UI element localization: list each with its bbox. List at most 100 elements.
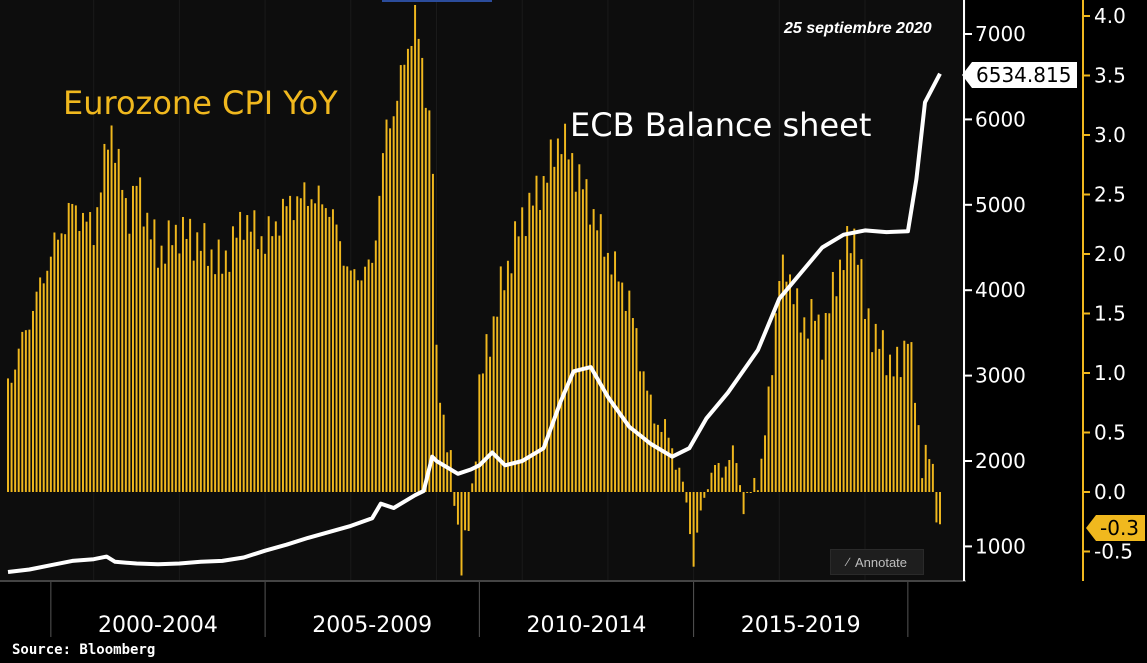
cpi-tick-label: 1.5 [1094, 302, 1126, 326]
cpi-bar [349, 270, 352, 492]
cpi-tick-label: -0.5 [1094, 540, 1133, 564]
cpi-bar [599, 214, 602, 493]
balance-tick-label: 2000 [975, 449, 1026, 473]
cpi-bar [249, 231, 252, 492]
cpi-bar [614, 251, 617, 492]
cpi-bar [239, 211, 242, 493]
cpi-bar [428, 110, 431, 492]
cpi-bar [389, 128, 392, 492]
cpi-bar [624, 310, 627, 492]
cpi-bar [739, 485, 742, 492]
cpi-bar [339, 241, 342, 492]
cpi-bar [735, 463, 738, 492]
cpi-bar [914, 402, 916, 492]
balance-line-group [7, 72, 942, 574]
cpi-bar [385, 119, 388, 492]
cpi-bar [485, 334, 488, 492]
cpi-bar [306, 205, 309, 492]
cpi-bar [289, 195, 292, 493]
cpi-tick-label: 2.0 [1094, 242, 1126, 266]
cpi-bar [814, 320, 817, 492]
cpi-bar [742, 492, 745, 515]
cpi-bar [17, 348, 20, 492]
cpi-bar [39, 277, 42, 492]
cpi-bar [335, 224, 338, 492]
cpi-bar [228, 271, 231, 492]
cpi-bar [596, 230, 599, 492]
cpi-bar [585, 179, 588, 492]
cpi-tick-label: 3.5 [1094, 64, 1126, 88]
cpi-bar [721, 477, 724, 492]
cpi-bar [867, 308, 870, 492]
cpi-bar [667, 437, 670, 492]
cpi-bar [664, 419, 667, 492]
cpi-bar [621, 282, 624, 492]
cpi-bar [539, 209, 542, 492]
cpi-bar [524, 236, 527, 492]
cpi-bar [767, 386, 770, 492]
cpi-bar [546, 182, 549, 492]
cpi-bar [774, 313, 777, 492]
date-annotation: 25 septiembre 2020 [784, 20, 932, 37]
cpi-bar [89, 212, 92, 492]
annotate-button[interactable]: ∕ Annotate [830, 549, 924, 575]
balance-tick-label: 1000 [975, 534, 1026, 558]
cpi-bar [99, 192, 102, 492]
cpi-bar [806, 338, 809, 492]
cpi-bar [771, 375, 774, 492]
cpi-bar [135, 185, 138, 492]
cpi-bar [928, 459, 931, 492]
cpi-bar [271, 236, 274, 492]
cpi-bar [514, 221, 517, 492]
cpi-bar [417, 38, 420, 493]
cpi-bar [681, 481, 684, 492]
cpi-bar [199, 250, 202, 492]
annotate-button-label: Annotate [854, 554, 908, 570]
cpi-bar [124, 198, 127, 492]
cpi-bar [510, 273, 513, 492]
cpi-bar [217, 239, 220, 492]
cpi-bar [381, 153, 384, 493]
axes [0, 0, 1084, 582]
cpi-bar [464, 492, 467, 531]
cpi-bar [356, 280, 359, 492]
balance-tick-label: 7000 [975, 22, 1026, 46]
cpi-bar [724, 466, 727, 492]
cpi-bar [846, 226, 849, 492]
cpi-bar [639, 371, 642, 492]
cpi-bar [853, 228, 856, 492]
balance-tick-label: 6000 [975, 107, 1026, 131]
cpi-bar [910, 342, 913, 492]
cpi-bar [71, 203, 74, 492]
cpi-bar [285, 206, 288, 492]
cpi-bar [631, 318, 634, 492]
cpi-bar [396, 100, 399, 492]
cpi-bar [881, 330, 884, 492]
cpi-bar [153, 219, 156, 492]
cpi-bar [378, 195, 381, 492]
cpi-bar [292, 220, 295, 492]
cpi-bar [264, 253, 267, 492]
x-axis-labels: 2000-2004 2005-2009 2010-2014 2015-2019 [98, 613, 861, 638]
cpi-bar [839, 259, 841, 492]
cpi-bar [924, 444, 927, 492]
cpi-bar [796, 288, 799, 492]
cpi-bar [628, 290, 631, 492]
cpi-bar [21, 331, 24, 492]
balance-tick-label: 4000 [975, 278, 1026, 302]
cpi-last-value-badge: -0.3 [1086, 515, 1146, 541]
cpi-bar [731, 445, 734, 492]
cpi-bar [453, 492, 456, 506]
cpi-bar [728, 459, 731, 492]
cpi-bar [267, 216, 270, 492]
cpi-bar [46, 270, 49, 492]
cpi-bar [781, 254, 784, 492]
cpi-bar [403, 64, 406, 492]
cpi-bar [164, 263, 167, 492]
cpi-bar [214, 274, 217, 492]
cpi-bar [564, 123, 567, 492]
cpi-bar [456, 492, 459, 525]
cpi-bar [392, 116, 395, 492]
cpi-bar [206, 265, 209, 492]
